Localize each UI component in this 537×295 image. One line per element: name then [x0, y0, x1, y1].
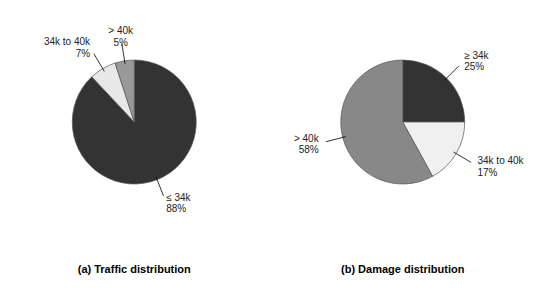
leader-line [156, 177, 164, 196]
leader-line [94, 54, 104, 72]
slice-label: 34k to 40k17% [477, 155, 524, 178]
leader-line [326, 137, 346, 142]
slice-value: 58% [299, 144, 319, 155]
slice-category: > 40k [108, 25, 134, 36]
slice-value: 7% [76, 48, 91, 59]
slice-category: > 40k [294, 133, 320, 144]
slice-labels: ≤ 34k88% 34k to 40k7% > 40k5% [44, 25, 192, 214]
pie-slice [72, 60, 196, 184]
pie-chart: ≥ 34k25% 34k to 40k17% > 40k58% [294, 50, 525, 184]
slice-value: 25% [464, 61, 484, 72]
pie-slice [403, 60, 465, 122]
slice-category: ≥ 34k [464, 50, 489, 61]
slice-value: 5% [113, 37, 128, 48]
slice-category: ≤ 34k [166, 192, 191, 203]
leader-line [444, 66, 458, 80]
slice-category: 34k to 40k [44, 36, 91, 47]
chart-title: (b) Damage distribution [341, 263, 465, 275]
slice-category: 34k to 40k [477, 155, 524, 166]
slice-label: ≤ 34k88% [166, 192, 191, 215]
slice-label: ≥ 34k25% [464, 50, 489, 73]
pie-slice [115, 60, 134, 122]
slice-value: 88% [166, 203, 186, 214]
slice-label: 34k to 40k7% [44, 36, 91, 59]
pie-chart: ≤ 34k88% 34k to 40k7% > 40k5% [44, 25, 196, 214]
slice-value: 17% [477, 167, 497, 178]
slice-labels: ≥ 34k25% 34k to 40k17% > 40k58% [294, 50, 525, 178]
chart-title: (a) Traffic distribution [78, 263, 191, 275]
figure: ≤ 34k88%34k to 40k7%> 40k5%(a) Traffic d… [0, 0, 537, 295]
pie-slice [341, 60, 433, 184]
slices [72, 60, 196, 184]
slice-label: > 40k5% [108, 25, 134, 48]
slice-label: > 40k58% [294, 133, 320, 155]
leader-line [453, 152, 471, 162]
slices [341, 60, 465, 184]
